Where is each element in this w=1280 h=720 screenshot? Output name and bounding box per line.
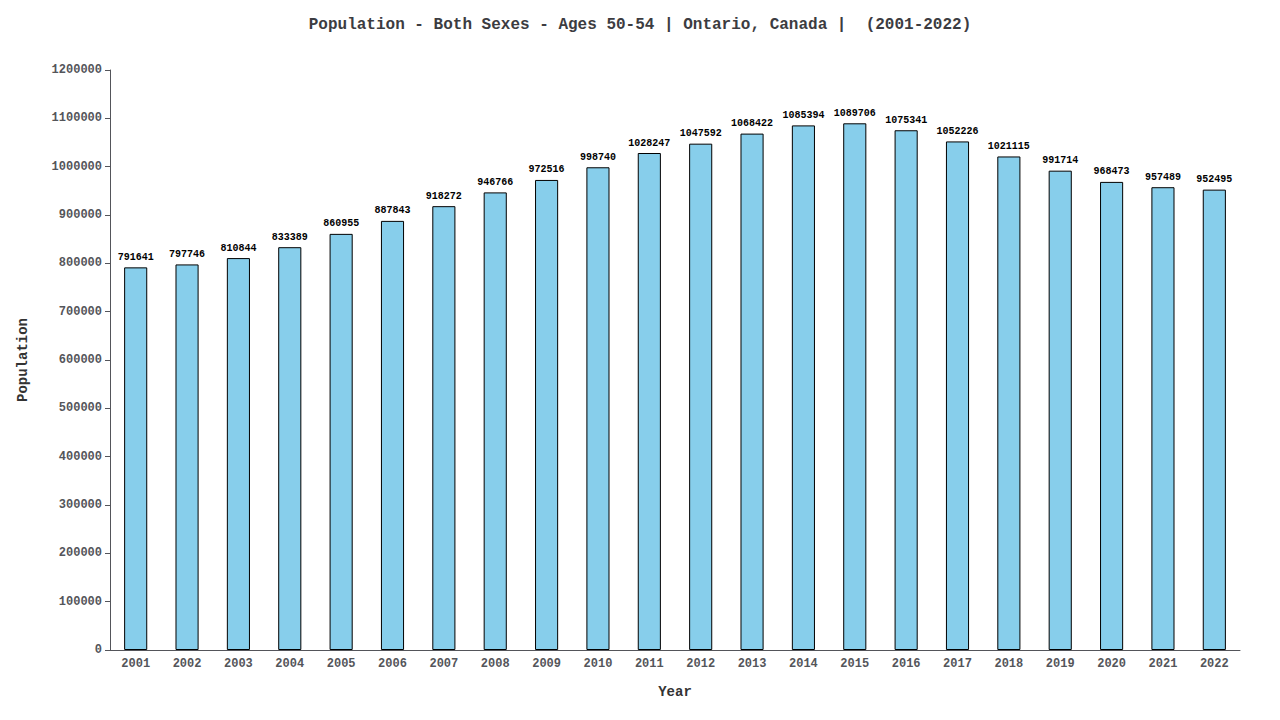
svg-text:Year: Year bbox=[658, 684, 692, 700]
svg-text:1052226: 1052226 bbox=[936, 126, 978, 137]
svg-text:2020: 2020 bbox=[1097, 657, 1126, 671]
svg-text:2018: 2018 bbox=[994, 657, 1023, 671]
svg-text:918272: 918272 bbox=[426, 191, 462, 202]
svg-text:972516: 972516 bbox=[529, 164, 565, 175]
svg-text:200000: 200000 bbox=[59, 546, 102, 560]
svg-text:0: 0 bbox=[95, 643, 102, 657]
svg-text:810844: 810844 bbox=[220, 243, 256, 254]
svg-text:860955: 860955 bbox=[323, 218, 359, 229]
svg-text:968473: 968473 bbox=[1094, 166, 1130, 177]
svg-text:1085394: 1085394 bbox=[782, 110, 824, 121]
svg-text:2005: 2005 bbox=[327, 657, 356, 671]
svg-text:1000000: 1000000 bbox=[52, 160, 102, 174]
svg-text:946766: 946766 bbox=[477, 177, 513, 188]
svg-text:2016: 2016 bbox=[892, 657, 921, 671]
svg-text:2021: 2021 bbox=[1149, 657, 1178, 671]
svg-text:1028247: 1028247 bbox=[628, 138, 670, 149]
svg-text:2009: 2009 bbox=[532, 657, 561, 671]
svg-text:1200000: 1200000 bbox=[52, 63, 102, 77]
svg-text:600000: 600000 bbox=[59, 353, 102, 367]
svg-text:1068422: 1068422 bbox=[731, 118, 773, 129]
svg-text:887843: 887843 bbox=[374, 205, 410, 216]
svg-text:500000: 500000 bbox=[59, 401, 102, 415]
svg-text:Population - Both Sexes - Ages: Population - Both Sexes - Ages 50-54 | O… bbox=[309, 16, 972, 34]
svg-text:900000: 900000 bbox=[59, 208, 102, 222]
svg-text:1100000: 1100000 bbox=[52, 111, 102, 125]
svg-text:2007: 2007 bbox=[429, 657, 458, 671]
svg-text:2022: 2022 bbox=[1200, 657, 1229, 671]
svg-text:2013: 2013 bbox=[738, 657, 767, 671]
svg-text:2012: 2012 bbox=[686, 657, 715, 671]
svg-text:2001: 2001 bbox=[121, 657, 150, 671]
svg-text:952495: 952495 bbox=[1196, 174, 1232, 185]
svg-text:1089706: 1089706 bbox=[834, 108, 876, 119]
svg-text:957489: 957489 bbox=[1145, 172, 1181, 183]
svg-text:833389: 833389 bbox=[272, 232, 308, 243]
svg-text:2004: 2004 bbox=[275, 657, 304, 671]
svg-text:700000: 700000 bbox=[59, 305, 102, 319]
svg-text:998740: 998740 bbox=[580, 152, 616, 163]
svg-text:Population: Population bbox=[15, 318, 31, 402]
svg-text:1047592: 1047592 bbox=[680, 128, 722, 139]
svg-text:2003: 2003 bbox=[224, 657, 253, 671]
svg-text:991714: 991714 bbox=[1042, 155, 1078, 166]
svg-text:2011: 2011 bbox=[635, 657, 664, 671]
svg-text:2017: 2017 bbox=[943, 657, 972, 671]
svg-text:400000: 400000 bbox=[59, 450, 102, 464]
svg-text:2006: 2006 bbox=[378, 657, 407, 671]
svg-text:2010: 2010 bbox=[584, 657, 613, 671]
svg-text:300000: 300000 bbox=[59, 498, 102, 512]
svg-text:2008: 2008 bbox=[481, 657, 510, 671]
svg-text:2014: 2014 bbox=[789, 657, 818, 671]
svg-text:2015: 2015 bbox=[840, 657, 869, 671]
svg-text:2019: 2019 bbox=[1046, 657, 1075, 671]
svg-text:791641: 791641 bbox=[118, 252, 154, 263]
svg-text:797746: 797746 bbox=[169, 249, 205, 260]
svg-text:2002: 2002 bbox=[173, 657, 202, 671]
svg-text:800000: 800000 bbox=[59, 256, 102, 270]
svg-text:100000: 100000 bbox=[59, 595, 102, 609]
svg-text:1021115: 1021115 bbox=[988, 141, 1030, 152]
svg-text:1075341: 1075341 bbox=[885, 115, 927, 126]
